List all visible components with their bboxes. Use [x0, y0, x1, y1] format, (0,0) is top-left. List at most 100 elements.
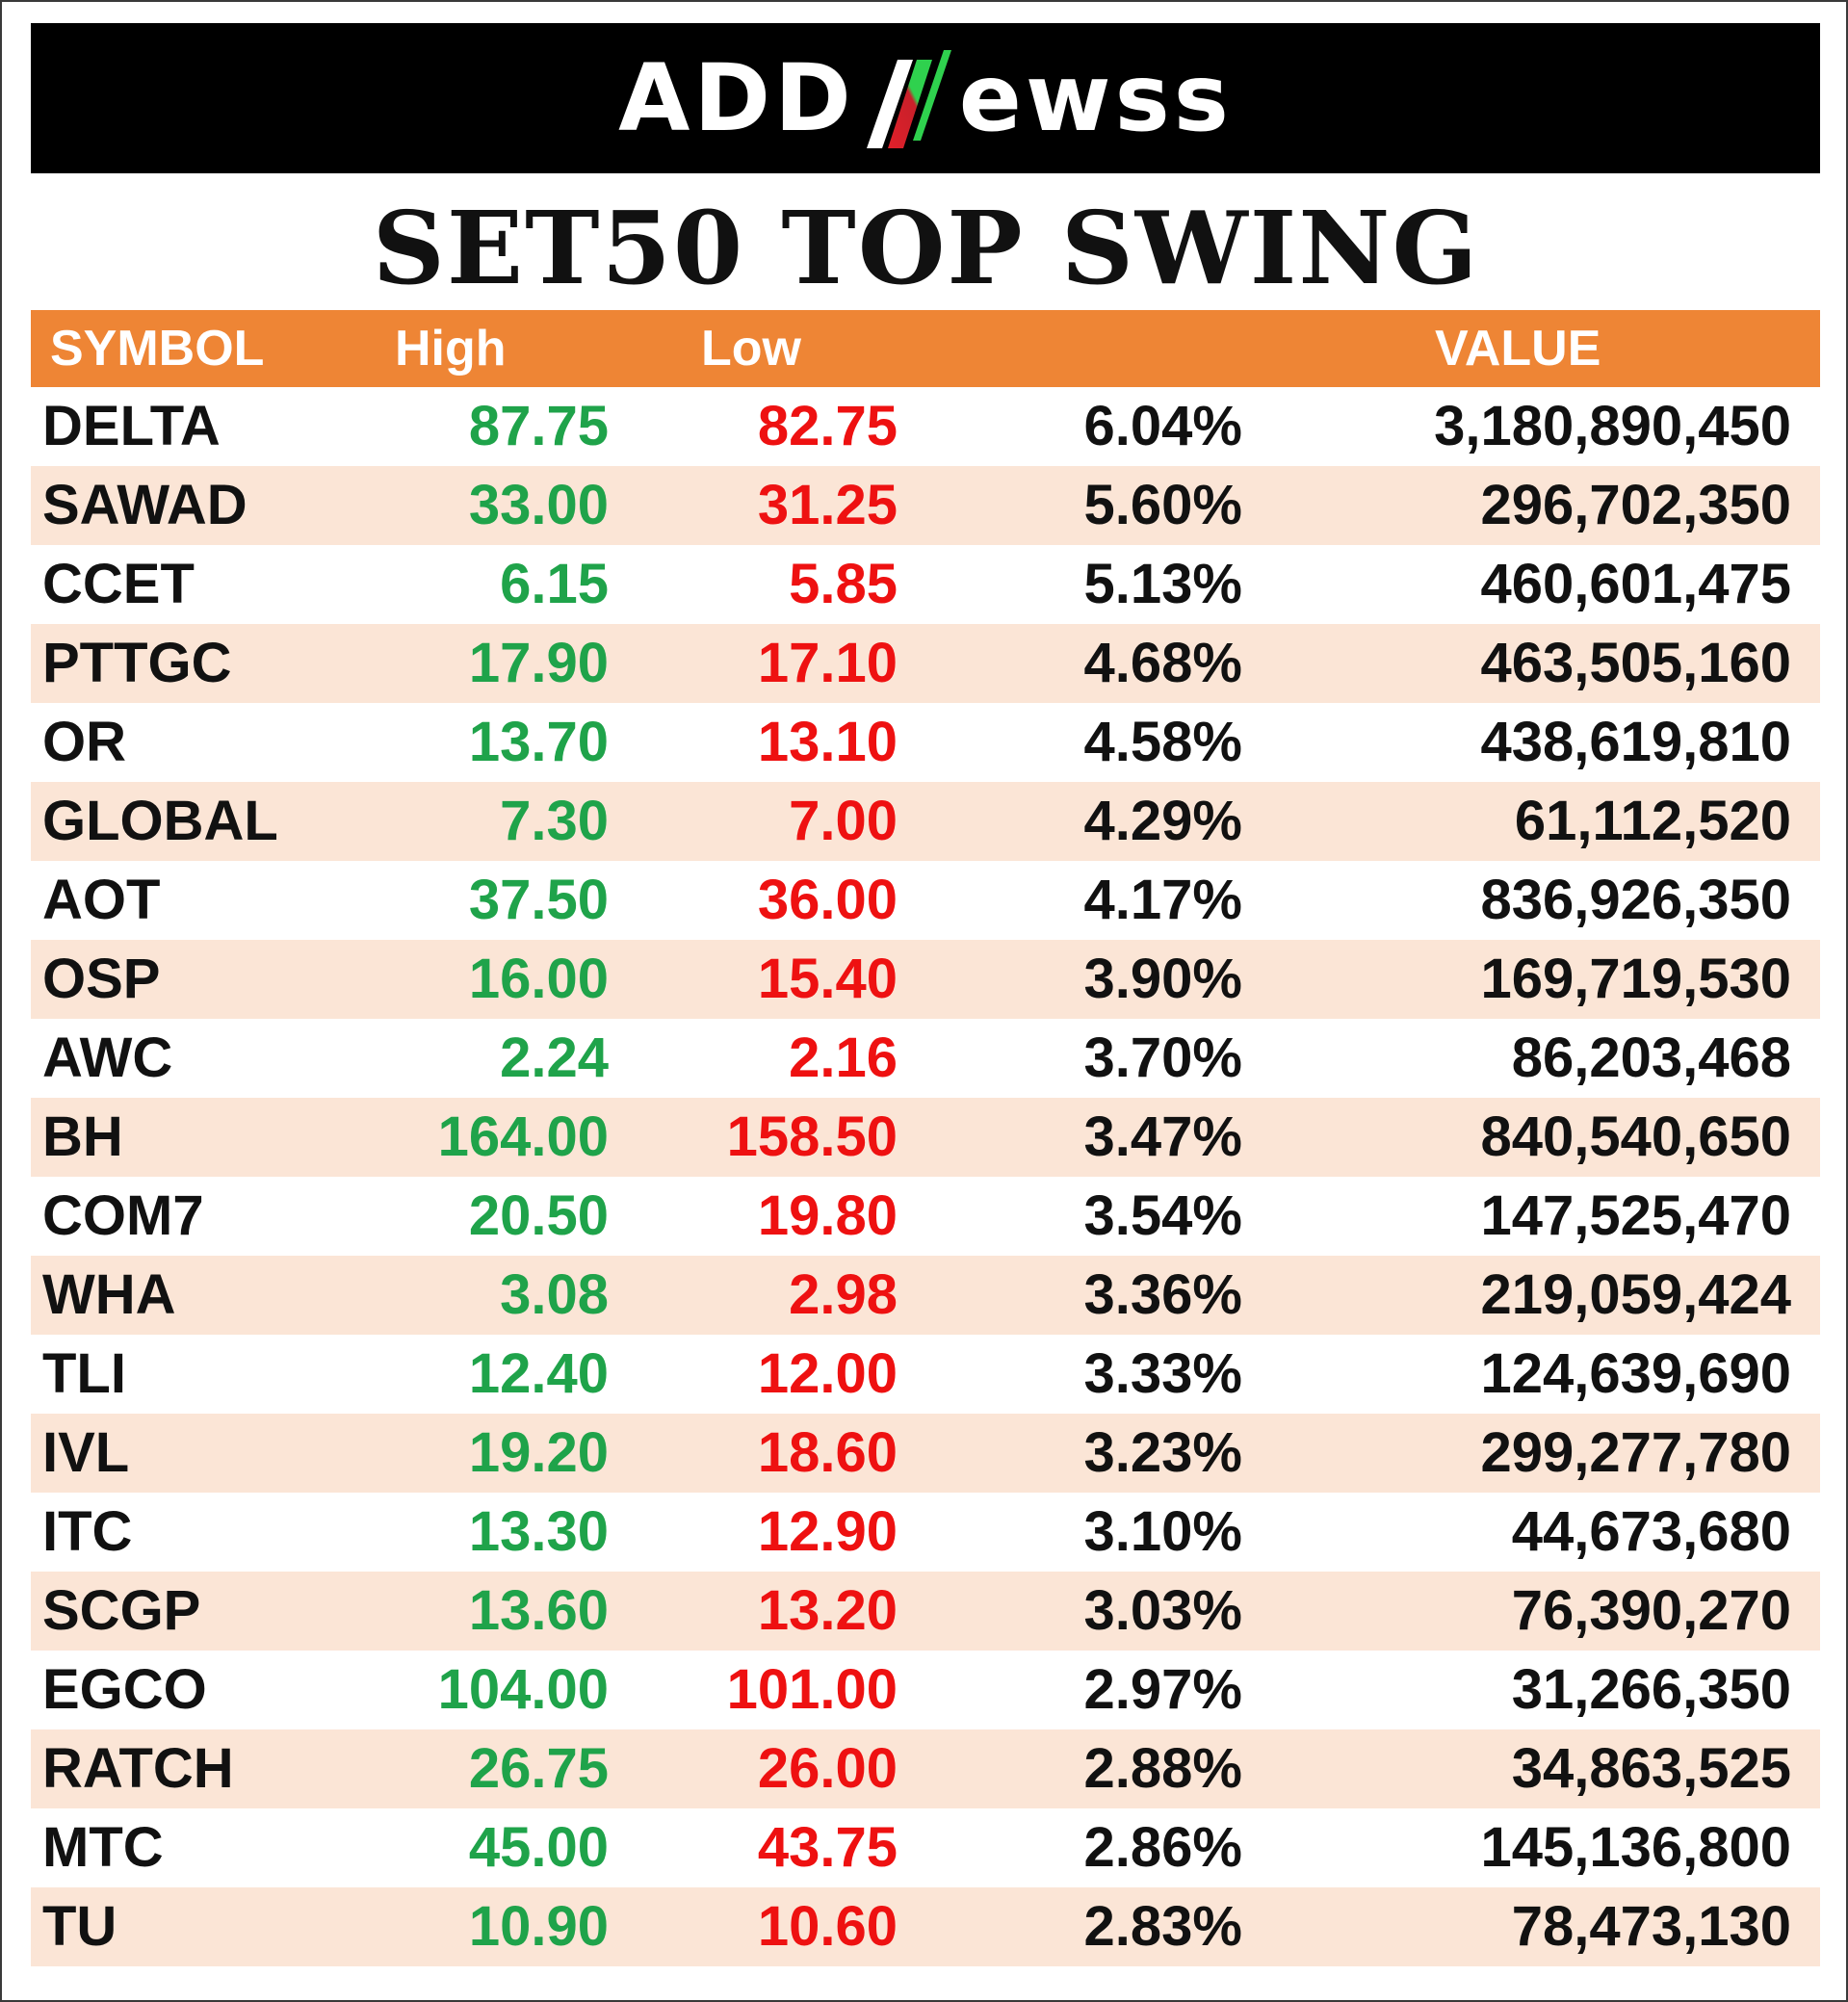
- cell-pct: 2.83%: [1083, 1895, 1242, 1958]
- cell-high: 3.08: [500, 1263, 609, 1326]
- table-row: ITC 13.30 12.90 3.10% 44,673,680: [31, 1493, 1820, 1572]
- table-header-row: SYMBOL High Low VALUE: [31, 310, 1820, 387]
- cell-high: 19.20: [468, 1421, 609, 1484]
- table-row: COM7 20.50 19.80 3.54% 147,525,470: [31, 1177, 1820, 1256]
- cell-symbol: OR: [42, 711, 126, 773]
- cell-low: 5.85: [789, 553, 898, 615]
- cell-high: 2.24: [500, 1027, 609, 1089]
- cell-value: 61,112,520: [1514, 790, 1791, 852]
- cell-low: 2.16: [789, 1027, 898, 1089]
- cell-value: 76,390,270: [1511, 1579, 1791, 1642]
- table-body: DELTA 87.75 82.75 6.04% 3,180,890,450 SAWAD 33…: [31, 387, 1820, 1966]
- table-row: IVL 19.20 18.60 3.23% 299,277,780: [31, 1414, 1820, 1493]
- cell-low: 36.00: [757, 869, 898, 931]
- cell-pct: 3.23%: [1083, 1421, 1242, 1484]
- cell-high: 10.90: [468, 1895, 609, 1958]
- cell-high: 13.70: [468, 711, 609, 773]
- cell-pct: 2.86%: [1083, 1816, 1242, 1879]
- cell-symbol: EGCO: [42, 1658, 207, 1721]
- table-row: CCET 6.15 5.85 5.13% 460,601,475: [31, 545, 1820, 624]
- header-high: High: [395, 321, 507, 377]
- cell-symbol: WHA: [42, 1263, 176, 1326]
- table-row: WHA 3.08 2.98 3.36% 219,059,424: [31, 1256, 1820, 1335]
- cell-low: 19.80: [757, 1184, 898, 1247]
- cell-high: 6.15: [500, 553, 609, 615]
- cell-high: 13.60: [468, 1579, 609, 1642]
- cell-value: 460,601,475: [1480, 553, 1791, 615]
- cell-pct: 2.97%: [1083, 1658, 1242, 1721]
- cell-high: 164.00: [437, 1105, 609, 1168]
- cell-high: 87.75: [468, 395, 609, 457]
- table-row: EGCO 104.00 101.00 2.97% 31,266,350: [31, 1651, 1820, 1729]
- cell-low: 7.00: [789, 790, 898, 852]
- cell-value: 3,180,890,450: [1434, 395, 1791, 457]
- cell-low: 82.75: [757, 395, 898, 457]
- cell-value: 296,702,350: [1480, 474, 1791, 536]
- table-row: RATCH 26.75 26.00 2.88% 34,863,525: [31, 1729, 1820, 1808]
- logo-text-left: ADD: [618, 44, 855, 152]
- cell-symbol: AWC: [42, 1027, 173, 1089]
- cell-symbol: GLOBAL: [42, 790, 278, 852]
- cell-low: 158.50: [726, 1105, 898, 1168]
- table-row: TU 10.90 10.60 2.83% 78,473,130: [31, 1887, 1820, 1966]
- cell-value: 44,673,680: [1511, 1500, 1791, 1563]
- table-row: DELTA 87.75 82.75 6.04% 3,180,890,450: [31, 387, 1820, 466]
- cell-symbol: CCET: [42, 553, 195, 615]
- cell-pct: 3.03%: [1083, 1579, 1242, 1642]
- cell-value: 836,926,350: [1480, 869, 1791, 931]
- cell-symbol: ITC: [42, 1500, 133, 1563]
- cell-symbol: AOT: [42, 869, 161, 931]
- cell-symbol: RATCH: [42, 1737, 234, 1800]
- cell-high: 45.00: [468, 1816, 609, 1879]
- table-row: PTTGC 17.90 17.10 4.68% 463,505,160: [31, 624, 1820, 703]
- cell-low: 101.00: [726, 1658, 898, 1721]
- brand-header: ADD ewss: [31, 23, 1820, 173]
- header-symbol: SYMBOL: [50, 321, 265, 377]
- logo-n-mark-icon: [866, 50, 951, 148]
- cell-value: 169,719,530: [1480, 948, 1791, 1010]
- cell-value: 299,277,780: [1480, 1421, 1791, 1484]
- cell-low: 26.00: [757, 1737, 898, 1800]
- page-title: SET50 TOP SWING: [372, 189, 1480, 307]
- cell-value: 463,505,160: [1480, 632, 1791, 694]
- cell-low: 17.10: [757, 632, 898, 694]
- cell-low: 15.40: [757, 948, 898, 1010]
- cell-symbol: MTC: [42, 1816, 164, 1879]
- cell-symbol: IVL: [42, 1421, 130, 1484]
- cell-value: 147,525,470: [1480, 1184, 1791, 1247]
- cell-pct: 4.68%: [1083, 632, 1242, 694]
- cell-pct: 3.90%: [1083, 948, 1242, 1010]
- swing-table: SYMBOL High Low VALUE DELTA 87.75 82.75 6.0…: [31, 310, 1820, 1966]
- cell-value: 124,639,690: [1480, 1342, 1791, 1405]
- cell-high: 104.00: [437, 1658, 609, 1721]
- table-row: OR 13.70 13.10 4.58% 438,619,810: [31, 703, 1820, 782]
- cell-pct: 5.60%: [1083, 474, 1242, 536]
- cell-high: 37.50: [468, 869, 609, 931]
- cell-low: 12.90: [757, 1500, 898, 1563]
- table-row: SCGP 13.60 13.20 3.03% 76,390,270: [31, 1572, 1820, 1651]
- cell-pct: 4.58%: [1083, 711, 1242, 773]
- cell-symbol: TLI: [42, 1342, 126, 1405]
- cell-pct: 3.36%: [1083, 1263, 1242, 1326]
- cell-low: 18.60: [757, 1421, 898, 1484]
- cell-high: 16.00: [468, 948, 609, 1010]
- table-row: AWC 2.24 2.16 3.70% 86,203,468: [31, 1019, 1820, 1098]
- cell-low: 13.10: [757, 711, 898, 773]
- cell-pct: 3.70%: [1083, 1027, 1242, 1089]
- cell-high: 17.90: [468, 632, 609, 694]
- cell-value: 78,473,130: [1511, 1895, 1791, 1958]
- cell-value: 34,863,525: [1511, 1737, 1791, 1800]
- cell-high: 12.40: [468, 1342, 609, 1405]
- table-row: GLOBAL 7.30 7.00 4.29% 61,112,520: [31, 782, 1820, 861]
- cell-pct: 3.47%: [1083, 1105, 1242, 1168]
- cell-value: 840,540,650: [1480, 1105, 1791, 1168]
- header-value: VALUE: [1435, 321, 1601, 377]
- cell-symbol: OSP: [42, 948, 161, 1010]
- cell-value: 145,136,800: [1480, 1816, 1791, 1879]
- cell-symbol: SCGP: [42, 1579, 201, 1642]
- cell-symbol: DELTA: [42, 395, 221, 457]
- table-row: SAWAD 33.00 31.25 5.60% 296,702,350: [31, 466, 1820, 545]
- cell-value: 438,619,810: [1480, 711, 1791, 773]
- cell-pct: 4.29%: [1083, 790, 1242, 852]
